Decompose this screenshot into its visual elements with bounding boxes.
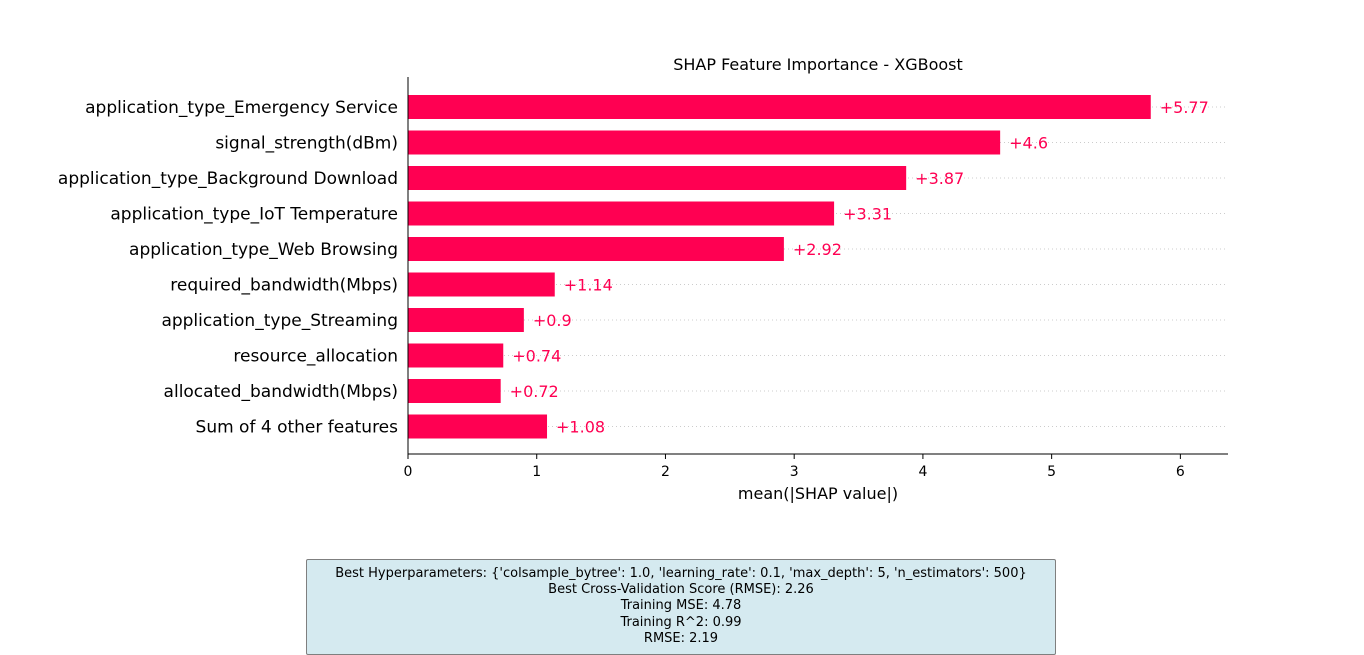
bar — [408, 308, 524, 332]
best-hyperparameters: Best Hyperparameters: {'colsample_bytree… — [335, 566, 1027, 581]
value-labels: +5.77 +4.6 +3.87 +3.31+2.92 +1.14 +0.9 +0.74 +0… — [510, 98, 1209, 437]
bar — [408, 379, 501, 403]
category-labels: application_type_Emergency Service signal… — [58, 98, 398, 438]
value-label: +4.6 — [1009, 134, 1048, 153]
category-label: application_type_IoT Temperature — [110, 205, 398, 225]
value-label: +0.9 — [533, 311, 572, 330]
value-label: +3.31 — [843, 205, 892, 224]
bar — [408, 237, 784, 261]
model-info-box: Best Hyperparameters: {'colsample_bytree… — [306, 559, 1056, 655]
value-label: +1.08 — [556, 418, 605, 437]
shap-bar-chart: SHAP Feature Importance - XGBoost +5.77+… — [58, 55, 1228, 503]
value-label: +3.87 — [915, 169, 964, 188]
x-ticks: 0 1 2 3 4 5 6 — [404, 454, 1185, 480]
training-mse: Training MSE: 4.78 — [620, 598, 742, 614]
x-tick-label: 6 — [1176, 464, 1185, 480]
grid-lines — [408, 106, 1228, 427]
x-tick-label: 2 — [661, 464, 670, 480]
value-label: +0.72 — [510, 382, 559, 401]
category-label: application_type_Streaming — [161, 311, 398, 331]
bar — [408, 166, 907, 190]
bar — [408, 414, 548, 439]
x-tick-label: 4 — [918, 464, 927, 480]
x-tick-label: 5 — [1047, 464, 1056, 480]
x-axis-label: mean(|SHAP value|) — [738, 484, 898, 503]
x-tick-label: 3 — [790, 464, 799, 480]
best-cv-score: Best Cross-Validation Score (RMSE): 2.26 — [548, 582, 814, 598]
category-label: application_type_Web Browsing — [129, 240, 398, 260]
category-label: application_type_Emergency Service — [85, 98, 398, 118]
bar — [408, 272, 555, 297]
value-label: +2.92 — [793, 240, 842, 259]
category-label: resource_allocation — [233, 347, 398, 367]
bar — [408, 201, 835, 226]
value-label: +0.74 — [512, 347, 561, 366]
value-label: +5.77 — [1160, 98, 1209, 117]
category-label: signal_strength(dBm) — [215, 134, 398, 154]
value-label: +1.14 — [564, 276, 613, 295]
x-tick-label: 0 — [404, 464, 413, 480]
bar — [408, 130, 1001, 155]
training-r2: Training R^2: 0.99 — [620, 614, 742, 630]
category-label: required_bandwidth(Mbps) — [170, 276, 398, 296]
bar — [408, 343, 504, 368]
bar — [408, 95, 1151, 119]
bars — [408, 95, 1151, 439]
category-label: Sum of 4 other features — [196, 418, 399, 438]
chart-title: SHAP Feature Importance - XGBoost — [673, 55, 963, 74]
rmse: RMSE: 2.19 — [643, 630, 719, 646]
category-label: application_type_Background Download — [58, 169, 398, 189]
x-tick-label: 1 — [532, 464, 541, 480]
category-label: allocated_bandwidth(Mbps) — [164, 382, 398, 402]
